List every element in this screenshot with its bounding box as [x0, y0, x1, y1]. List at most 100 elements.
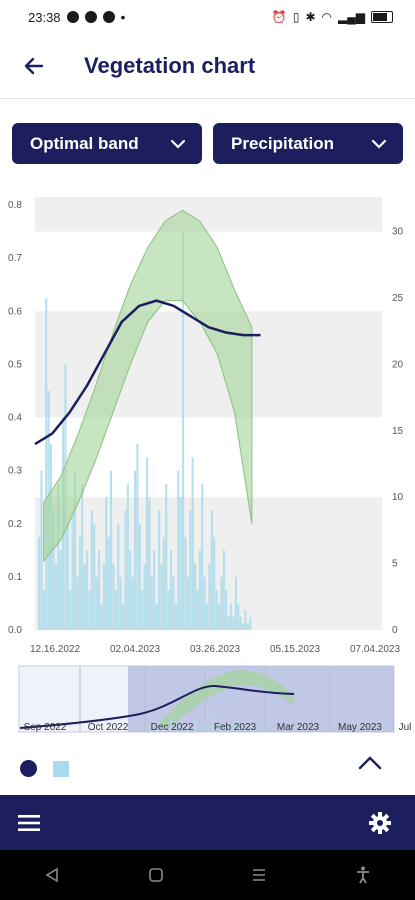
accessibility-icon — [357, 866, 370, 884]
navigator-bar — [245, 727, 247, 732]
precipitation-bar — [158, 510, 161, 630]
y-left-tick-label: 0.5 — [8, 359, 22, 370]
precipitation-bar — [170, 550, 173, 630]
precipitation-bar — [90, 510, 93, 630]
precipitation-bar — [227, 616, 230, 630]
x-tick-label: 12.16.2022 — [30, 644, 80, 655]
band-select-label: Optimal band — [30, 133, 139, 153]
chevron-down-icon — [170, 139, 186, 149]
y-right-tick-label: 25 — [392, 293, 404, 304]
precipitation-bar — [98, 550, 101, 630]
more-dot-icon: • — [120, 9, 126, 25]
precipitation-bar — [57, 483, 60, 630]
precipitation-bar — [126, 483, 129, 630]
precipitation-bar — [76, 576, 79, 630]
system-back-button[interactable] — [37, 860, 67, 890]
precipitation-bar — [54, 563, 57, 630]
precipitation-bar — [129, 550, 132, 630]
bluetooth-icon: ✱ — [305, 10, 316, 24]
precipitation-bar — [112, 563, 115, 630]
precipitation-bar — [249, 616, 252, 630]
wifi-icon: ◠ — [321, 10, 333, 24]
precipitation-bar — [110, 470, 113, 630]
precipitation-bar — [167, 590, 170, 630]
navigator-month-label: Jul — [399, 722, 412, 733]
precipitation-bar — [150, 576, 153, 630]
precipitation-bar — [239, 616, 242, 630]
precipitation-bar — [153, 550, 156, 630]
legend-precipitation-marker[interactable] — [53, 760, 69, 777]
y-left-tick-label: 0.4 — [8, 413, 22, 424]
precipitation-bar — [71, 510, 74, 630]
legend-ndvi-marker[interactable] — [20, 760, 37, 777]
precipitation-bar — [177, 470, 180, 630]
precipitation-bar — [45, 297, 48, 630]
arrow-left-icon — [24, 57, 44, 75]
precipitation-bar — [52, 510, 55, 630]
legend — [20, 760, 69, 777]
messenger-icon — [66, 11, 79, 23]
precipitation-bar — [194, 563, 197, 630]
navigator-month-label: May 2023 — [338, 722, 382, 733]
y-right-tick-label: 10 — [392, 492, 404, 503]
precipitation-bar — [93, 523, 96, 630]
precipitation-bar — [141, 590, 144, 630]
precipitation-bar — [232, 616, 235, 630]
band-select[interactable]: Optimal band — [12, 123, 202, 164]
settings-button[interactable] — [360, 803, 400, 843]
precipitation-bar — [69, 590, 72, 630]
system-accessibility-button[interactable] — [348, 860, 378, 890]
precipitation-bar — [206, 603, 209, 630]
back-triangle-icon — [45, 867, 58, 883]
precipitation-bar — [107, 537, 110, 630]
x-tick-label: 05.15.2023 — [270, 644, 320, 655]
range-navigator[interactable]: Sep 2022 Oct 2022 Dec 2022 Feb 2023 Mar 2023… — [0, 660, 415, 738]
precipitation-bar — [184, 537, 187, 630]
collapse-button[interactable] — [355, 748, 385, 778]
navigator-bar — [170, 718, 172, 732]
y-left-tick-label: 0.7 — [8, 253, 22, 264]
precipitation-bar — [138, 523, 141, 630]
precipitation-bar — [160, 563, 163, 630]
y-right-tick-label: 15 — [392, 426, 404, 437]
precipitation-bar — [117, 523, 120, 630]
precipitation-bar — [74, 470, 77, 630]
navigator-bar — [157, 722, 159, 732]
status-bar: 23:38 • ⏰ ▯ ✱ ◠ ▂▄▆ — [0, 0, 415, 34]
precipitation-bar — [100, 603, 103, 630]
navigator-month-label: Oct 2022 — [88, 722, 129, 733]
x-tick-label: 03.26.2023 — [190, 644, 240, 655]
precipitation-bar — [124, 510, 127, 630]
navigator-bar — [177, 724, 179, 732]
precipitation-bar — [218, 603, 221, 630]
y-left-tick-label: 0.3 — [8, 466, 22, 477]
gear-icon — [369, 811, 391, 834]
system-recents-button[interactable] — [244, 860, 274, 890]
menu-button[interactable] — [9, 803, 49, 843]
back-button[interactable] — [14, 46, 54, 86]
telegram-icon — [84, 11, 97, 23]
system-home-button[interactable] — [141, 860, 171, 890]
precipitation-bar — [201, 483, 204, 630]
precipitation-bar — [136, 444, 139, 630]
layer-select[interactable]: Precipitation — [213, 123, 403, 164]
y-left-tick-label: 0.6 — [8, 306, 22, 317]
precipitation-bar — [215, 590, 218, 630]
precipitation-bar — [244, 610, 247, 630]
precipitation-bar — [88, 590, 91, 630]
y-left-tick-label: 0.8 — [8, 200, 22, 211]
precipitation-bar — [220, 576, 223, 630]
navigator-bar — [163, 726, 165, 732]
navigator-line — [19, 684, 295, 729]
precipitation-bar — [66, 523, 69, 630]
vegetation-chart[interactable]: 0.0 0.1 0.2 0.3 0.4 0.5 0.6 0.7 0.8 0 5 10 15 20 25 30 1… — [0, 190, 415, 660]
precipitation-bar — [182, 231, 185, 630]
precipitation-bar — [83, 563, 86, 630]
x-tick-label: 02.04.2023 — [110, 644, 160, 655]
signal-icon: ▂▄▆ — [338, 10, 365, 24]
precipitation-bar — [134, 470, 137, 630]
hamburger-menu-icon — [18, 814, 40, 831]
navigator-bar — [212, 716, 214, 732]
precipitation-bar — [174, 603, 177, 630]
vibrate-icon: ▯ — [292, 10, 300, 24]
